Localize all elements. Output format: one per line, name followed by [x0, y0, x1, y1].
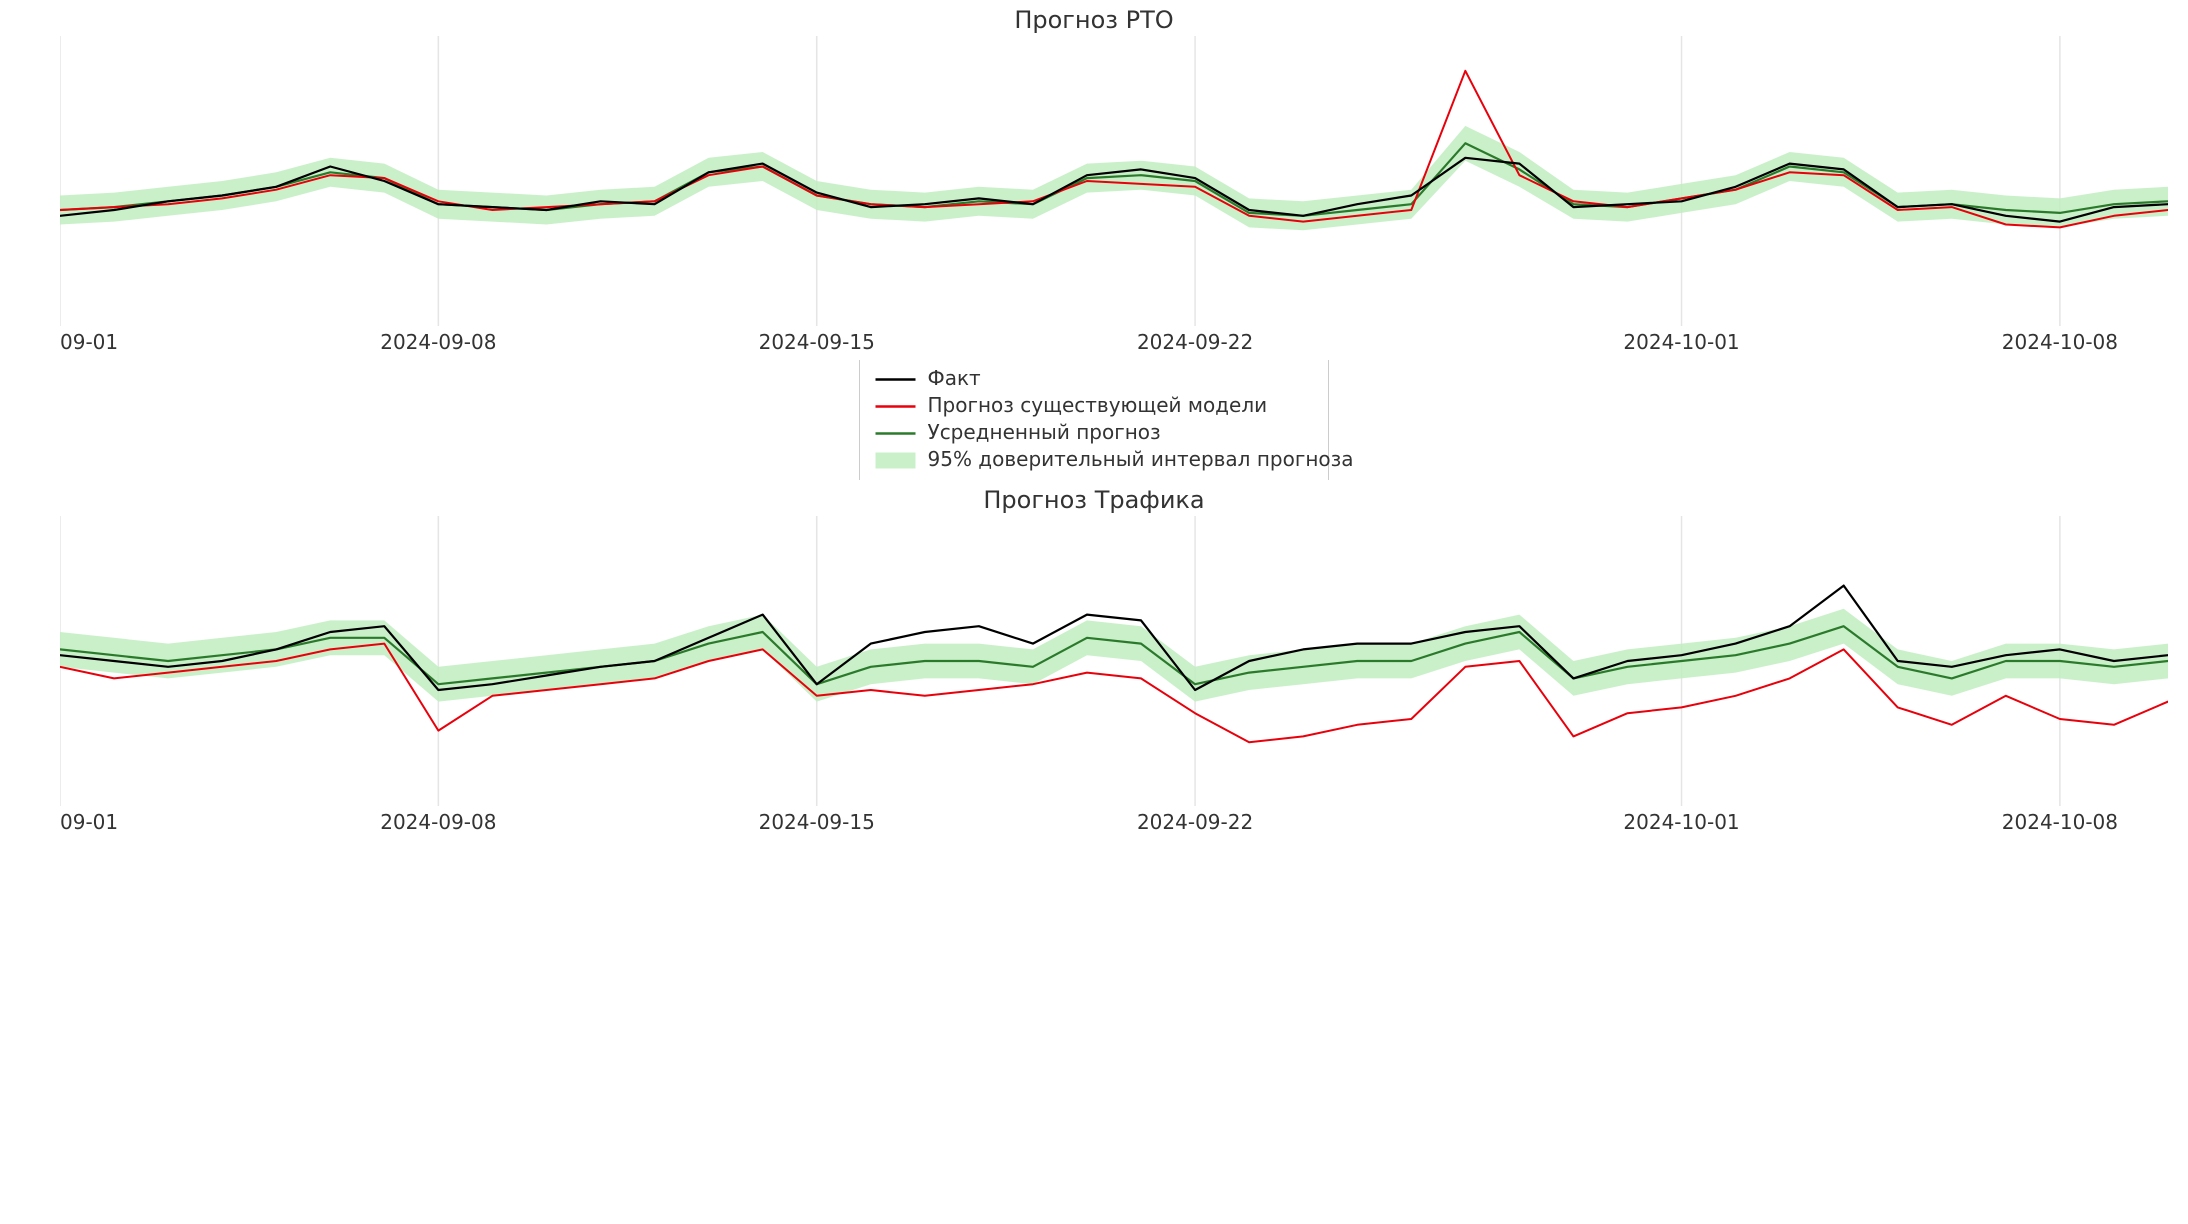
- svg-text:2024-09-15: 2024-09-15: [759, 330, 875, 354]
- svg-text:2024-09-01: 2024-09-01: [60, 810, 118, 834]
- chart-rto-svg: 2024-09-01 2024-09-08 2024-09-15 2024-09-22…: [60, 36, 2168, 360]
- chart-traffic-plot: 2024-09-01 2024-09-08 2024-09-15 2024-09-22…: [60, 516, 2168, 840]
- chart-traffic-svg: 2024-09-01 2024-09-08 2024-09-15 2024-09-22…: [60, 516, 2168, 840]
- chart-rto-title: Прогноз РТО: [0, 0, 2188, 36]
- svg-text:Усредненный прогноз: Усредненный прогноз: [928, 420, 1161, 444]
- chart-traffic-title: Прогноз Трафика: [0, 480, 2188, 516]
- svg-text:2024-10-01: 2024-10-01: [1623, 810, 1739, 834]
- svg-text:2024-09-08: 2024-09-08: [380, 330, 496, 354]
- svg-text:2024-10-08: 2024-10-08: [2002, 810, 2118, 834]
- legend-svg: Факт Прогноз существующей модели Усредненн…: [0, 360, 2188, 480]
- svg-text:2024-09-01: 2024-09-01: [60, 330, 118, 354]
- chart-rto-plot: 2024-09-01 2024-09-08 2024-09-15 2024-09-22…: [60, 36, 2168, 360]
- svg-text:2024-09-08: 2024-09-08: [380, 810, 496, 834]
- svg-text:2024-10-08: 2024-10-08: [2002, 330, 2118, 354]
- svg-text:95% доверительный интервал про: 95% доверительный интервал прогноза: [928, 447, 1354, 471]
- svg-text:Прогноз существующей модели: Прогноз существующей модели: [928, 393, 1268, 417]
- svg-text:2024-10-01: 2024-10-01: [1623, 330, 1739, 354]
- svg-text:Факт: Факт: [928, 366, 982, 390]
- chart-traffic: Прогноз Трафика 2024-09-012024-09-082024…: [0, 480, 2188, 840]
- chart-rto: Прогноз РТО 2024-09-012024-09-082024-09-…: [0, 0, 2188, 360]
- legend-block: Факт Прогноз существующей модели Усредненн…: [0, 360, 2188, 480]
- svg-text:2024-09-22: 2024-09-22: [1137, 330, 1253, 354]
- svg-text:2024-09-15: 2024-09-15: [759, 810, 875, 834]
- svg-text:2024-09-22: 2024-09-22: [1137, 810, 1253, 834]
